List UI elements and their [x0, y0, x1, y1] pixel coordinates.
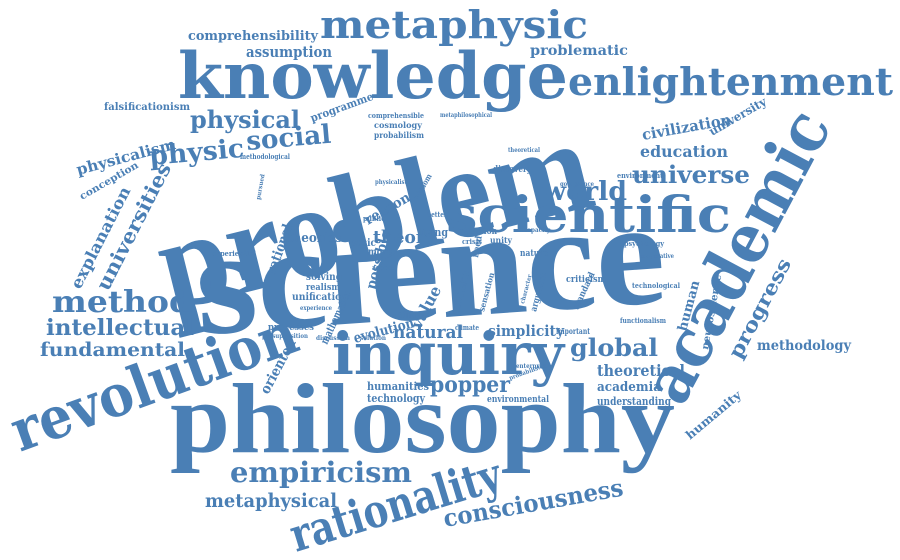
word-discussion: discussion — [316, 335, 351, 342]
word-scientific: scientific — [446, 185, 731, 244]
word-nature: nature — [520, 249, 548, 259]
word-cooperative: cooperative — [640, 253, 674, 260]
word-living: living — [418, 226, 448, 239]
word-unification: unification — [292, 292, 349, 303]
word-realism: realism — [306, 283, 340, 293]
word-presupposition: presupposition — [262, 333, 309, 340]
word-enlightenment: enlightenment — [568, 59, 893, 104]
word-falsificationism: falsificationism — [104, 102, 190, 113]
word-cosmology: cosmology — [374, 120, 422, 130]
word-physical: physical — [190, 105, 300, 134]
word-philosophy: philosophy — [170, 363, 675, 474]
word-environmental: environmental — [487, 395, 549, 405]
word-criticism: criticism — [566, 275, 606, 285]
word-important: important — [556, 326, 590, 336]
word-governance: governance — [560, 181, 594, 188]
word-solving: solving — [306, 272, 342, 283]
word-enterprise: enterprise — [516, 363, 548, 370]
word-methodological: methodological — [240, 152, 290, 161]
word-basic: basic — [350, 238, 376, 249]
word-theoretical-small: theoretical — [508, 147, 541, 154]
word-theoretical: theoretical — [597, 361, 685, 380]
word-experiential: experiential — [212, 249, 256, 258]
word-methodology: methodology — [757, 338, 852, 354]
word-understanding: understanding — [597, 395, 671, 408]
word-technological: technological — [632, 281, 680, 290]
word-problematic: problematic — [530, 43, 628, 59]
word-psychology: psychology — [624, 239, 665, 248]
word-theories: theories — [287, 231, 342, 246]
word-knowledge: knowledge — [178, 39, 568, 114]
word-environment: environment — [617, 171, 664, 180]
word-science: science — [190, 169, 670, 367]
word-pursued: pursued — [255, 173, 267, 201]
word-technology: technology — [367, 392, 426, 405]
word-education: education — [640, 142, 728, 161]
word-natural: natural — [393, 322, 463, 343]
word-academia: academia — [597, 380, 662, 395]
word-theory: theory — [373, 227, 436, 248]
word-more: more — [368, 247, 392, 258]
word-world: world — [542, 177, 627, 207]
word-discovery: discovery — [493, 165, 532, 175]
word-aspect: aspect — [372, 263, 395, 272]
word-aim: aim — [398, 308, 416, 321]
word-fundamental: fundamental — [40, 339, 185, 361]
word-method: method — [52, 285, 192, 320]
word-empiricism: empiricism — [230, 456, 412, 489]
word-capacity: capacity — [524, 227, 550, 234]
word-climate: climate — [455, 323, 479, 332]
word-physicalist: physicalist — [375, 179, 407, 186]
word-comprehensibility: comprehensibility — [188, 29, 318, 44]
word-processes: processes — [268, 323, 314, 333]
word-induction: induction — [457, 227, 497, 237]
word-better: better — [427, 210, 447, 219]
word-intellectual: intellectual — [46, 315, 194, 341]
word-unity: unity — [490, 235, 512, 245]
word-experience: experience — [300, 305, 332, 312]
word-metaphysic: metaphysic — [320, 2, 588, 47]
word-social: social — [245, 120, 332, 157]
word-simplicity: simplicity — [488, 322, 565, 340]
word-metaphilosophical: metaphilosophical — [440, 112, 493, 119]
word-solution: solution — [360, 335, 387, 342]
word-functionalism: functionalism — [620, 316, 666, 325]
word-popper: popper — [430, 372, 510, 398]
word-global: global — [570, 333, 658, 362]
word-assumption: assumption — [246, 43, 332, 61]
word-public: public — [363, 214, 385, 223]
word-probabilism: probabilism — [374, 130, 424, 140]
word-comprehensible: comprehensible — [368, 111, 424, 120]
word-inquiry: inquiry — [332, 320, 566, 388]
word-universe: universe — [632, 160, 750, 189]
word-need: need — [471, 234, 485, 258]
word-crisis: crisis — [462, 237, 482, 246]
word-humanities: humanities — [367, 380, 429, 393]
word-metaphysical: metaphysical — [205, 490, 337, 512]
